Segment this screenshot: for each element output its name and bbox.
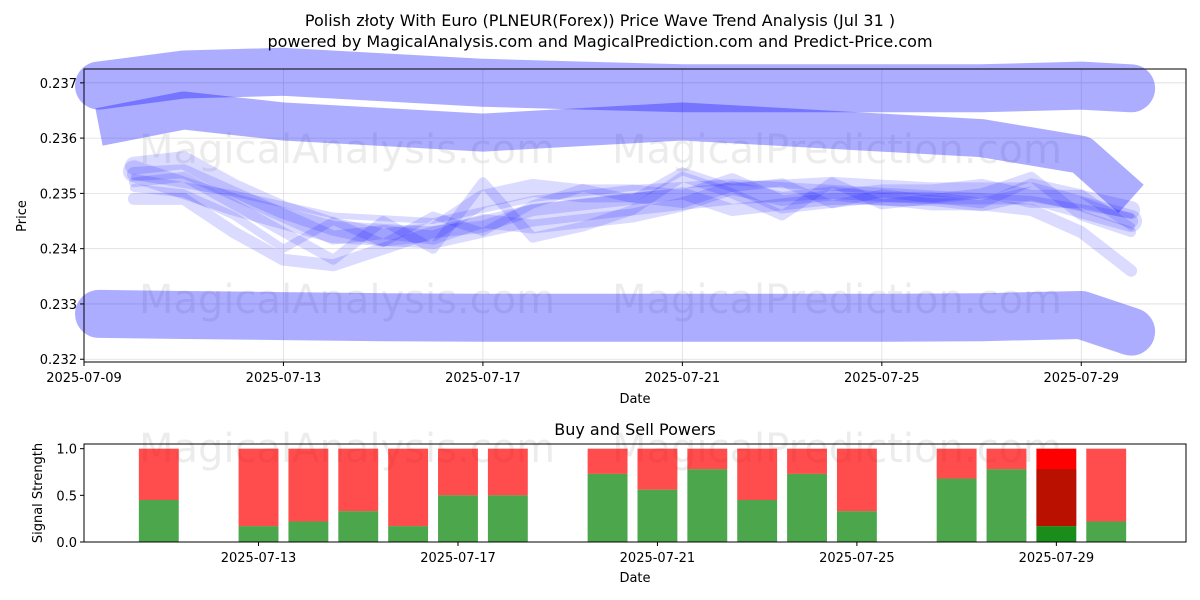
top-watermark-2a: MagicalAnalysis.com [139, 277, 555, 323]
buy-sell-panel: Buy and Sell Powers MagicalAnalysis.com … [31, 420, 1187, 586]
sell-bar-overlay [1036, 469, 1077, 527]
wave-line [127, 187, 1138, 277]
bottom-x-tick-label: 2025-07-21 [620, 551, 696, 566]
top-watermark-1b: MagicalPrediction.com [612, 127, 1062, 173]
top-x-tick-label: 2025-07-25 [844, 371, 920, 386]
bottom-x-axis: 2025-07-13 2025-07-17 2025-07-21 2025-07-25… [221, 542, 1094, 566]
bottom-x-tick-label: 2025-07-29 [1019, 551, 1095, 566]
buy-bar [338, 511, 379, 542]
buy-bar [438, 495, 478, 542]
sell-bar [438, 448, 478, 496]
wave-line [130, 173, 1135, 224]
top-y-tick-label: 0.233 [40, 298, 77, 313]
buy-bar [687, 469, 728, 542]
sell-bar [587, 448, 628, 474]
sell-bar [388, 448, 429, 527]
sell-bar [687, 448, 728, 470]
top-y-axis: 0.232 0.233 0.234 0.235 0.236 0.237 [40, 77, 84, 368]
top-x-tick-label: 2025-07-13 [246, 371, 322, 386]
top-y-tick-label: 0.236 [40, 132, 77, 147]
bottom-y-tick-label: 1.0 [56, 443, 77, 458]
sell-bar [737, 448, 778, 500]
wave-line [128, 171, 1137, 265]
wave-line [122, 160, 1143, 249]
buy-bar [637, 489, 678, 542]
top-x-tick-label: 2025-07-09 [46, 371, 122, 386]
buy-bar [487, 495, 528, 542]
sell-bar [138, 448, 179, 500]
bottom-y-axis: 0.0 0.5 1.0 [56, 443, 84, 551]
bottom-x-tick-label: 2025-07-17 [420, 551, 496, 566]
top-x-tick-label: 2025-07-17 [445, 371, 521, 386]
top-y-tick-label: 0.237 [40, 77, 77, 92]
top-plot-frame [83, 68, 1187, 363]
buy-bar [1036, 526, 1077, 542]
top-y-tick-label: 0.235 [40, 187, 77, 202]
bar-layer [138, 448, 1127, 542]
bottom-x-tick-label: 2025-07-25 [819, 551, 895, 566]
bottom-panel-title: Buy and Sell Powers [554, 420, 716, 439]
band-layer [75, 47, 1156, 356]
top-x-label: Date [619, 392, 650, 407]
top-x-tick-label: 2025-07-29 [1044, 371, 1120, 386]
chart-subtitle: powered by MagicalAnalysis.com and Magic… [267, 32, 932, 51]
buy-bar [138, 500, 179, 542]
mid-band [95, 91, 1144, 214]
sell-bar [936, 448, 977, 479]
top-x-axis: 2025-07-09 2025-07-13 2025-07-17 2025-07-21… [46, 362, 1119, 386]
buy-bar [986, 469, 1027, 542]
sell-bar [238, 448, 279, 527]
top-x-tick-label: 2025-07-21 [645, 371, 721, 386]
top-y-tick-label: 0.234 [40, 243, 77, 258]
sell-bar [637, 448, 678, 490]
wave-line [129, 167, 1136, 253]
sell-bar [986, 448, 1027, 470]
buy-bar [836, 511, 877, 542]
buy-bar [388, 526, 429, 542]
lower-band [75, 289, 1156, 356]
price-wave-panel: MagicalAnalysis.com MagicalPrediction.co… [15, 47, 1187, 407]
bottom-y-label: Signal Strength [31, 443, 46, 543]
sell-bar [338, 448, 379, 512]
upper-band [75, 47, 1156, 113]
top-watermark-1a: MagicalAnalysis.com [139, 127, 555, 173]
buy-bar [1086, 521, 1127, 542]
buy-bar [737, 500, 778, 542]
bottom-y-tick-label: 0.0 [56, 536, 77, 551]
wave-line [124, 151, 1141, 247]
sell-bar [1086, 448, 1127, 522]
bottom-y-tick-label: 0.5 [56, 489, 77, 504]
bottom-x-tick-label: 2025-07-13 [221, 551, 297, 566]
chart-title: Polish złoty With Euro (PLNEUR(Forex)) P… [305, 11, 895, 30]
bottom-plot-frame [83, 443, 1187, 543]
sell-bar [836, 448, 877, 512]
buy-bar [936, 478, 977, 542]
bottom-x-label: Date [619, 571, 650, 586]
top-watermark-2b: MagicalPrediction.com [612, 277, 1062, 323]
top-y-label: Price [15, 200, 30, 232]
buy-bar [288, 521, 329, 542]
wave-line [126, 164, 1139, 245]
sell-bar [487, 448, 528, 496]
buy-bar [787, 473, 827, 542]
sell-bar [787, 448, 827, 474]
buy-bar [587, 473, 628, 542]
top-y-tick-label: 0.232 [40, 353, 77, 368]
buy-bar [238, 526, 279, 542]
sell-bar [288, 448, 329, 522]
wave-layer [122, 151, 1143, 277]
